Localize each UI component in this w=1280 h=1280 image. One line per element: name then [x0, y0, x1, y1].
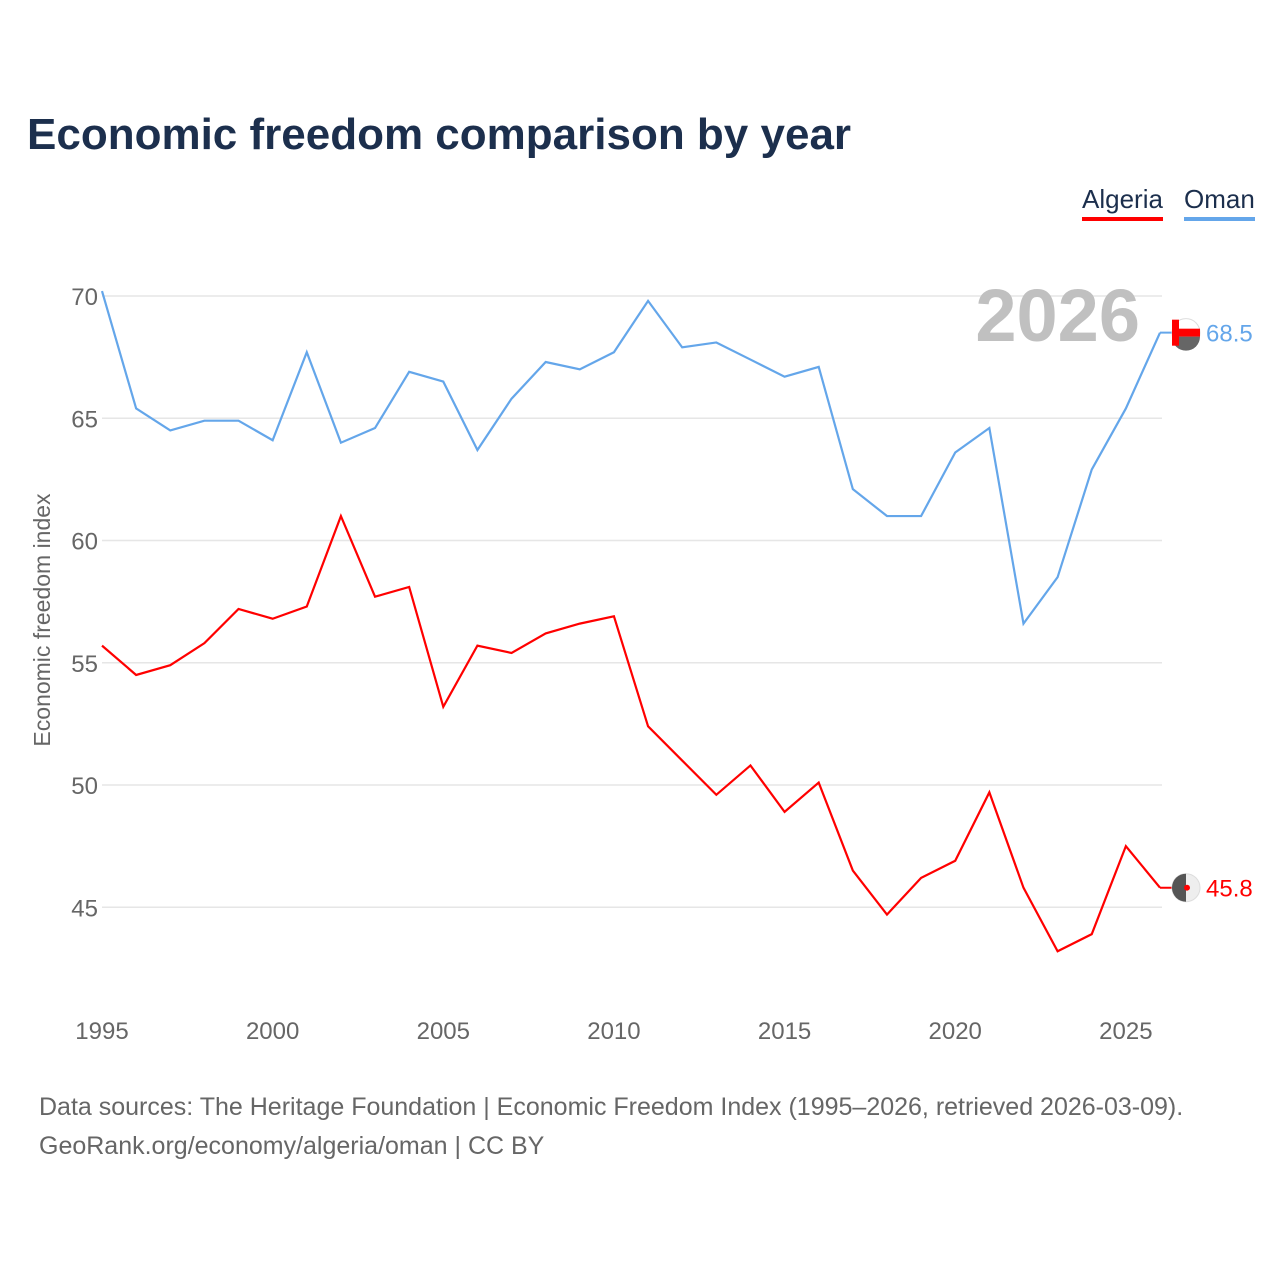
legend-algeria[interactable]: Algeria: [1082, 184, 1163, 221]
oman-flag-stripe: [1172, 328, 1200, 337]
x-tick-label: 1995: [75, 1018, 128, 1045]
algeria-flag-left: [1172, 873, 1186, 902]
source-line-2[interactable]: GeoRank.org/economy/algeria/oman | CC BY: [39, 1132, 545, 1160]
end-value-label: 45.8: [1206, 876, 1253, 903]
series-line-algeria: [101, 513, 1161, 953]
x-tick-label: 2015: [758, 1018, 811, 1045]
year-watermark: 2026: [975, 274, 1140, 357]
end-value-label: 68.5: [1206, 321, 1253, 348]
source-note: Data sources: The Heritage Foundation | …: [39, 1088, 1183, 1166]
algeria-flag-crescent: [1184, 884, 1190, 891]
x-tick-label: 2025: [1099, 1018, 1152, 1045]
oman-flag-hoist: [1172, 319, 1179, 346]
x-tick-label: 2010: [587, 1018, 640, 1045]
y-tick-label: 55: [71, 651, 98, 678]
line-chart: 45 50 55 60 65 70 1995 2000 2005 2010 2015 2020 2025…: [29, 274, 1253, 1045]
legend-oman[interactable]: Oman: [1184, 184, 1255, 221]
y-tick-label: 45: [71, 895, 98, 922]
x-tick-label: 2020: [929, 1018, 982, 1045]
y-tick-label: 50: [71, 773, 98, 800]
series-line-oman: [100, 290, 1162, 627]
y-tick-label: 65: [71, 406, 98, 433]
source-line-1: Data sources: The Heritage Foundation | …: [39, 1093, 1184, 1121]
y-axis-label: Economic freedom index: [29, 493, 55, 747]
x-tick-label: 2000: [246, 1018, 299, 1045]
y-tick-label: 60: [71, 529, 98, 556]
chart-title: Economic freedom comparison by year: [27, 110, 852, 159]
x-tick-label: 2005: [417, 1018, 470, 1045]
y-tick-label: 70: [71, 284, 98, 311]
